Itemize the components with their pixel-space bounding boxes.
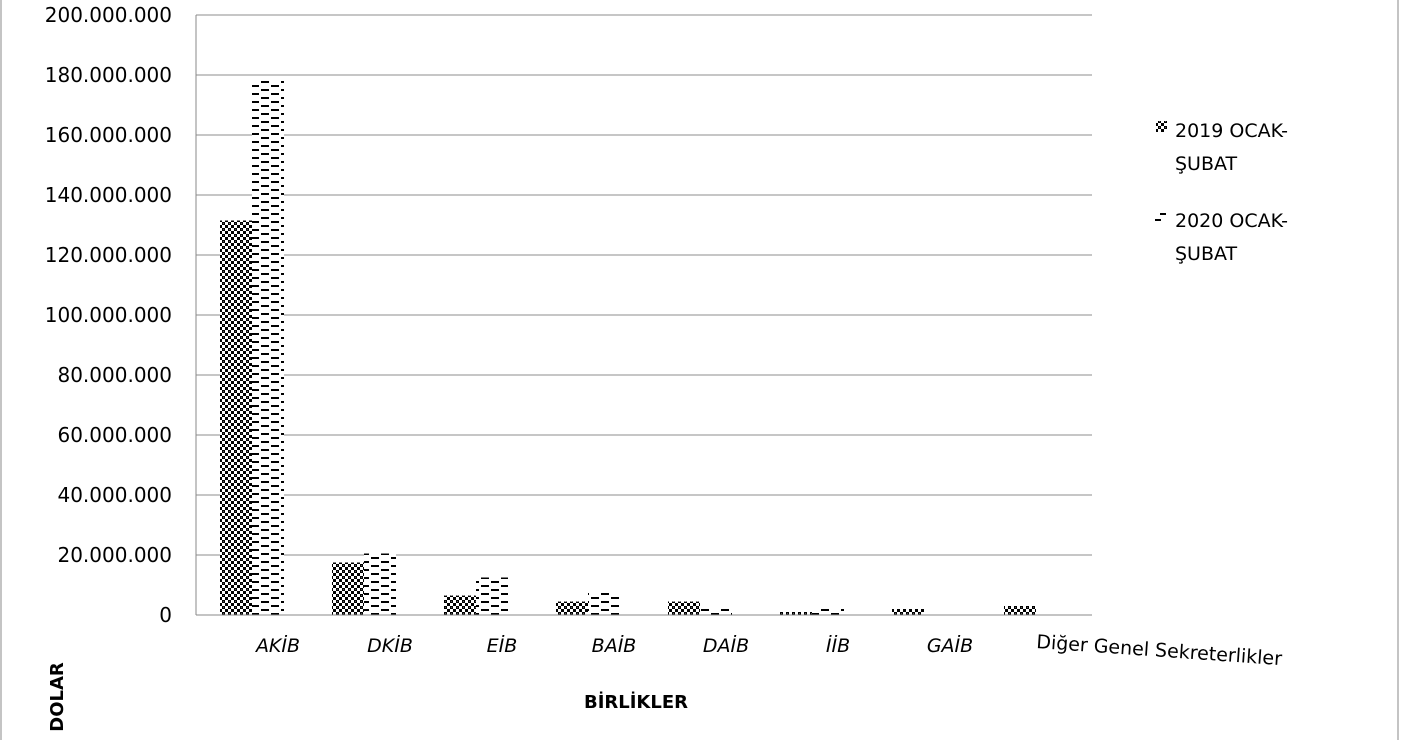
bar-2019 — [220, 220, 252, 615]
legend: 2019 OCAK- ŞUBAT 2020 OCAK- ŞUBAT — [1155, 120, 1288, 265]
x-tick-label: İİB — [826, 634, 850, 657]
legend-label: 2019 OCAK- — [1175, 120, 1288, 142]
legend-label: ŞUBAT — [1175, 153, 1238, 175]
y-tick-label: 140.000.000 — [45, 183, 172, 207]
x-tick-label: Diğer Genel Sekreterlikler — [1036, 631, 1283, 670]
x-axis-ticks: AKİB DKİB EİB BAİB DAİB İİB GAİB Diğer Genel Se… — [254, 631, 1283, 670]
gridlines — [196, 14, 1092, 556]
legend-label: ŞUBAT — [1175, 243, 1238, 265]
x-tick-label: GAİB — [927, 634, 973, 657]
bar-2020 — [700, 609, 732, 615]
x-axis-title: BİRLİKLER — [584, 691, 688, 713]
bar-2020 — [588, 592, 620, 615]
bar-2019 — [1004, 606, 1036, 615]
bar-2019 — [668, 601, 700, 615]
y-tick-label: 0 — [159, 603, 172, 627]
y-tick-label: 100.000.000 — [45, 303, 172, 327]
y-tick-label: 200.000.000 — [45, 3, 172, 27]
legend-label: 2020 OCAK- — [1175, 210, 1288, 232]
x-tick-label: BAİB — [592, 634, 637, 657]
bars — [220, 81, 1036, 615]
bar-2019 — [892, 609, 924, 615]
bar-2020 — [364, 553, 396, 615]
bar-2019 — [556, 601, 588, 615]
y-tick-label: 120.000.000 — [45, 243, 172, 267]
y-tick-label: 40.000.000 — [57, 483, 172, 507]
bar-2019 — [332, 562, 364, 615]
x-tick-label: DKİB — [367, 634, 413, 657]
y-tick-label: 160.000.000 — [45, 123, 172, 147]
x-tick-label: AKİB — [254, 634, 300, 657]
bar-2019 — [444, 595, 476, 615]
bar-2020 — [252, 81, 284, 615]
y-tick-label: 80.000.000 — [57, 363, 172, 387]
y-tick-label: 180.000.000 — [45, 63, 172, 87]
y-tick-label: 20.000.000 — [57, 543, 172, 567]
bar-2020 — [812, 609, 844, 615]
x-tick-label: DAİB — [703, 634, 749, 657]
y-axis-title: DOLAR — [47, 662, 68, 732]
legend-swatch-2020 — [1155, 213, 1166, 221]
legend-swatch-2019 — [1156, 121, 1167, 132]
y-tick-label: 60.000.000 — [57, 423, 172, 447]
x-tick-label: EİB — [487, 634, 518, 657]
bar-2020 — [476, 577, 508, 615]
y-axis-ticks: 0 20.000.000 40.000.000 60.000.000 80.000.00… — [45, 3, 172, 627]
bar-2019 — [780, 612, 812, 615]
